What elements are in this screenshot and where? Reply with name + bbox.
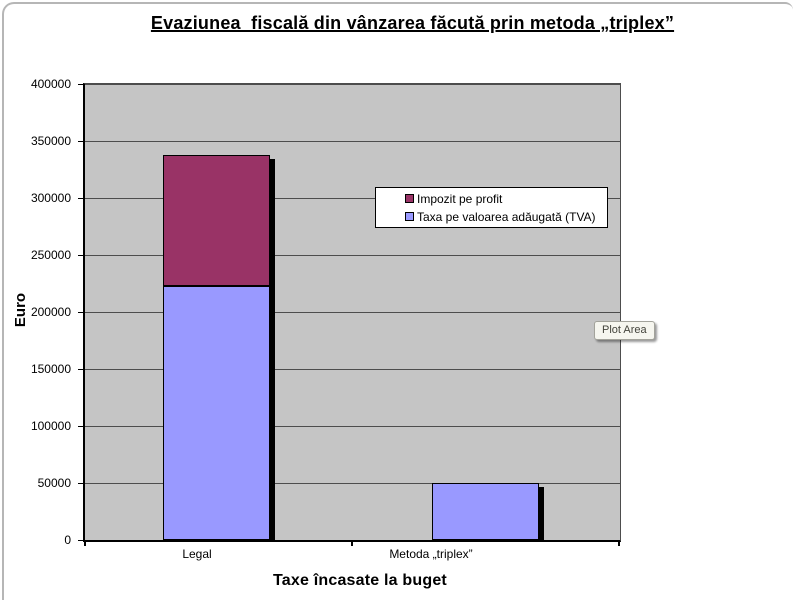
legend-marker-icon (405, 212, 414, 221)
y-tick-mark (78, 540, 83, 541)
y-tick-mark (78, 426, 83, 427)
y-tick-label: 200000 (30, 305, 71, 319)
y-tick-label: 250000 (30, 248, 71, 262)
plot-area[interactable] (83, 83, 621, 542)
y-tick-mark (78, 84, 83, 85)
x-category-label: Legal (182, 547, 212, 561)
legend-entry-label: Impozit pe profit (417, 191, 503, 206)
y-tick-label: 300000 (30, 191, 71, 205)
legend-entry[interactable]: Impozit pe profit (376, 191, 607, 206)
bar-segment-Legal[interactable] (163, 286, 270, 540)
bar-shadow (538, 487, 544, 540)
y-tick-mark (78, 198, 83, 199)
bar-shadow (270, 159, 275, 540)
x-category-label: Metoda „triplex” (389, 547, 473, 561)
legend-entry[interactable]: Taxa pe valoarea adăugată (TVA) (376, 209, 607, 224)
y-tick-mark (78, 312, 83, 313)
x-tick-mark (84, 542, 86, 546)
plot-area-tooltip: Plot Area (594, 321, 655, 340)
y-tick-mark (78, 369, 83, 370)
x-tick-mark (351, 542, 353, 546)
legend[interactable]: Impozit pe profit Taxa pe valoarea adăuga… (375, 187, 608, 228)
legend-marker-icon (405, 194, 414, 203)
x-axis-title: Taxe încasate la buget (273, 572, 447, 589)
y-tick-mark (78, 255, 83, 256)
y-tick-mark (78, 141, 83, 142)
y-tick-label: 400000 (30, 77, 71, 91)
y-tick-label: 350000 (30, 134, 71, 148)
y-tick-label: 150000 (30, 362, 71, 376)
bar-segment-Legal[interactable] (163, 155, 270, 287)
bar-segment-Metoda „triplex”[interactable] (431, 483, 539, 540)
legend-entry-label: Taxa pe valoarea adăugată (TVA) (417, 209, 596, 224)
y-tick-label: 0 (64, 533, 71, 547)
y-tick-label: 100000 (30, 419, 71, 433)
y-tick-label: 50000 (37, 476, 71, 490)
x-tick-mark (618, 542, 620, 546)
y-tick-mark (78, 483, 83, 484)
chart-title: Evaziunea fiscală din vânzarea făcută pr… (150, 13, 675, 33)
